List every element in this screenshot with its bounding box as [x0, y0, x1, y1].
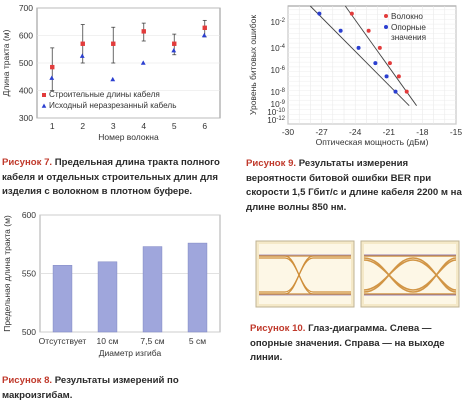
data-point-uncut-cable	[171, 48, 177, 53]
y-tick-label: 300	[19, 113, 33, 123]
fig9-caption-body: Результаты измерения вероятности битовой…	[246, 158, 462, 213]
data-point-reference	[356, 45, 361, 50]
x-tick-label: -15	[450, 127, 463, 137]
data-point-reference	[384, 74, 389, 79]
x-tick-label: -30	[282, 127, 295, 137]
plot-area	[287, 5, 457, 125]
fig8-caption-lead: Рисунок 8.	[2, 375, 53, 386]
data-point-reference	[393, 89, 398, 94]
fig10-eye-diagrams	[255, 240, 460, 310]
fig7-caption: Рисунок 7. Предельная длина тракта полно…	[2, 156, 230, 200]
data-point-reference	[338, 28, 343, 33]
data-point-fiber	[396, 74, 401, 79]
x-tick-label: -27	[315, 127, 328, 137]
y-tick-label: 10-2	[271, 18, 286, 27]
x-tick-label: 6	[202, 121, 207, 131]
fig8-caption: Рисунок 8. Результаты измерений по макро…	[2, 374, 230, 403]
x-tick-label: 3	[111, 121, 116, 131]
data-point-construction-length	[80, 41, 85, 46]
data-point-uncut-cable	[49, 75, 55, 80]
y-tick-label: 600	[19, 31, 33, 41]
bar	[52, 265, 73, 333]
data-point-fiber	[377, 45, 382, 50]
fig9-chart: 10-2 10-4 10-6 10-8 10-9 10-10 10-12 -30 -27 -24 -…	[240, 0, 467, 152]
legend-label-reference-line2: значения	[391, 33, 426, 42]
fig7-caption-body: Предельная длина тракта полного кабеля и…	[2, 157, 220, 197]
x-tick-label: 10 см	[97, 336, 119, 346]
data-point-uncut-cable	[140, 60, 146, 65]
data-point-uncut-cable	[79, 53, 85, 58]
data-point-fiber	[349, 11, 354, 16]
data-point-reference	[373, 61, 378, 66]
x-tick-label: 5 см	[189, 336, 206, 346]
legend-label-fiber: Волокно	[391, 12, 423, 21]
bar	[187, 242, 208, 333]
y-axis-label: Предельная длина тракта (м)	[2, 215, 12, 332]
legend-marker-uncut	[41, 103, 47, 108]
x-axis-label: Номер волокна	[98, 132, 159, 142]
eye-diagram-output	[360, 240, 460, 308]
data-point-construction-length	[50, 64, 55, 70]
x-tick-label: -21	[383, 127, 396, 137]
bar	[97, 261, 118, 333]
legend-marker-fiber	[384, 14, 388, 18]
y-tick-label: 10-4	[271, 44, 286, 53]
y-tick-label: 10-12	[267, 116, 285, 125]
y-tick-label: 10-6	[271, 66, 286, 75]
fig8-svg: 500 550 600 Отсутствует 10 см 7,5 см 5 см Диаме…	[2, 210, 221, 358]
fig10-caption-body: Глаз-диаграмма. Слева — опорные значения…	[250, 323, 445, 363]
fig8-caption-body: Результаты измерений по макроизгибам.	[2, 375, 179, 401]
y-tick-label: 10-8	[271, 88, 286, 97]
y-tick-label: 10-9	[271, 100, 286, 109]
fig9-caption: Рисунок 9. Результаты измерения вероятно…	[246, 157, 464, 215]
eye-diagram-graphic	[255, 240, 460, 308]
x-tick-label: 2	[80, 121, 85, 131]
legend-label-uncut: Исходный неразрезанный кабель	[49, 101, 176, 110]
data-point-uncut-cable	[110, 76, 116, 82]
data-point-construction-length	[172, 41, 177, 46]
y-tick-label: 500	[19, 58, 33, 68]
fig10-caption: Рисунок 10. Глаз-диаграмма. Слева — опор…	[250, 322, 464, 366]
y-tick-label: 600	[22, 210, 36, 220]
data-point-construction-length	[111, 41, 116, 46]
x-axis-label: Диаметр изгиба	[99, 348, 162, 358]
fig8-chart: 500 550 600 Отсутствует 10 см 7,5 см 5 см Диаме…	[0, 210, 230, 368]
series-line	[344, 5, 417, 106]
y-tick-label: 700	[19, 3, 33, 13]
y-tick-label: 550	[22, 269, 36, 279]
legend-marker-construction	[42, 93, 46, 97]
x-tick-label: 5	[172, 121, 177, 131]
y-tick-label: 500	[22, 327, 36, 337]
y-axis-label: Уровень битовых ошибок	[248, 15, 258, 115]
bar	[142, 246, 163, 333]
fig7-svg: 300 400 500 600 700 1 2 3 4 5 6 Номер волокна Длина …	[1, 3, 221, 142]
fig7-chart: 300 400 500 600 700 1 2 3 4 5 6 Номер волокна Длина …	[0, 0, 230, 155]
x-tick-label: -18	[416, 127, 429, 137]
y-axis-label: Длина тракта (м)	[1, 29, 11, 96]
eye-diagram-reference	[255, 240, 355, 308]
data-point-uncut-cable	[201, 32, 207, 38]
data-point-construction-length	[202, 25, 207, 30]
series-line	[309, 5, 410, 107]
y-tick-label: 10-10	[267, 108, 285, 117]
data-point-construction-length	[141, 29, 146, 34]
fig7-caption-lead: Рисунок 7.	[2, 157, 53, 168]
data-point-reference	[317, 11, 322, 16]
data-point-fiber	[404, 89, 409, 94]
y-tick-label: 400	[19, 86, 33, 96]
x-tick-label: 7,5 см	[140, 336, 164, 346]
x-tick-label: Отсутствует	[39, 336, 87, 346]
fig10-caption-lead: Рисунок 10.	[250, 323, 306, 334]
x-tick-label: 1	[50, 121, 55, 131]
x-tick-label: -24	[349, 127, 362, 137]
data-point-fiber	[366, 28, 371, 33]
legend-label-construction: Строительные длины кабеля	[49, 90, 160, 99]
x-axis-label: Оптическая мощность (дБм)	[316, 137, 429, 147]
legend-marker-reference	[384, 25, 388, 29]
x-tick-label: 4	[141, 121, 146, 131]
fig9-caption-lead: Рисунок 9.	[246, 158, 297, 169]
legend-label-reference-line1: Опорные	[391, 23, 426, 32]
data-point-fiber	[387, 61, 392, 66]
